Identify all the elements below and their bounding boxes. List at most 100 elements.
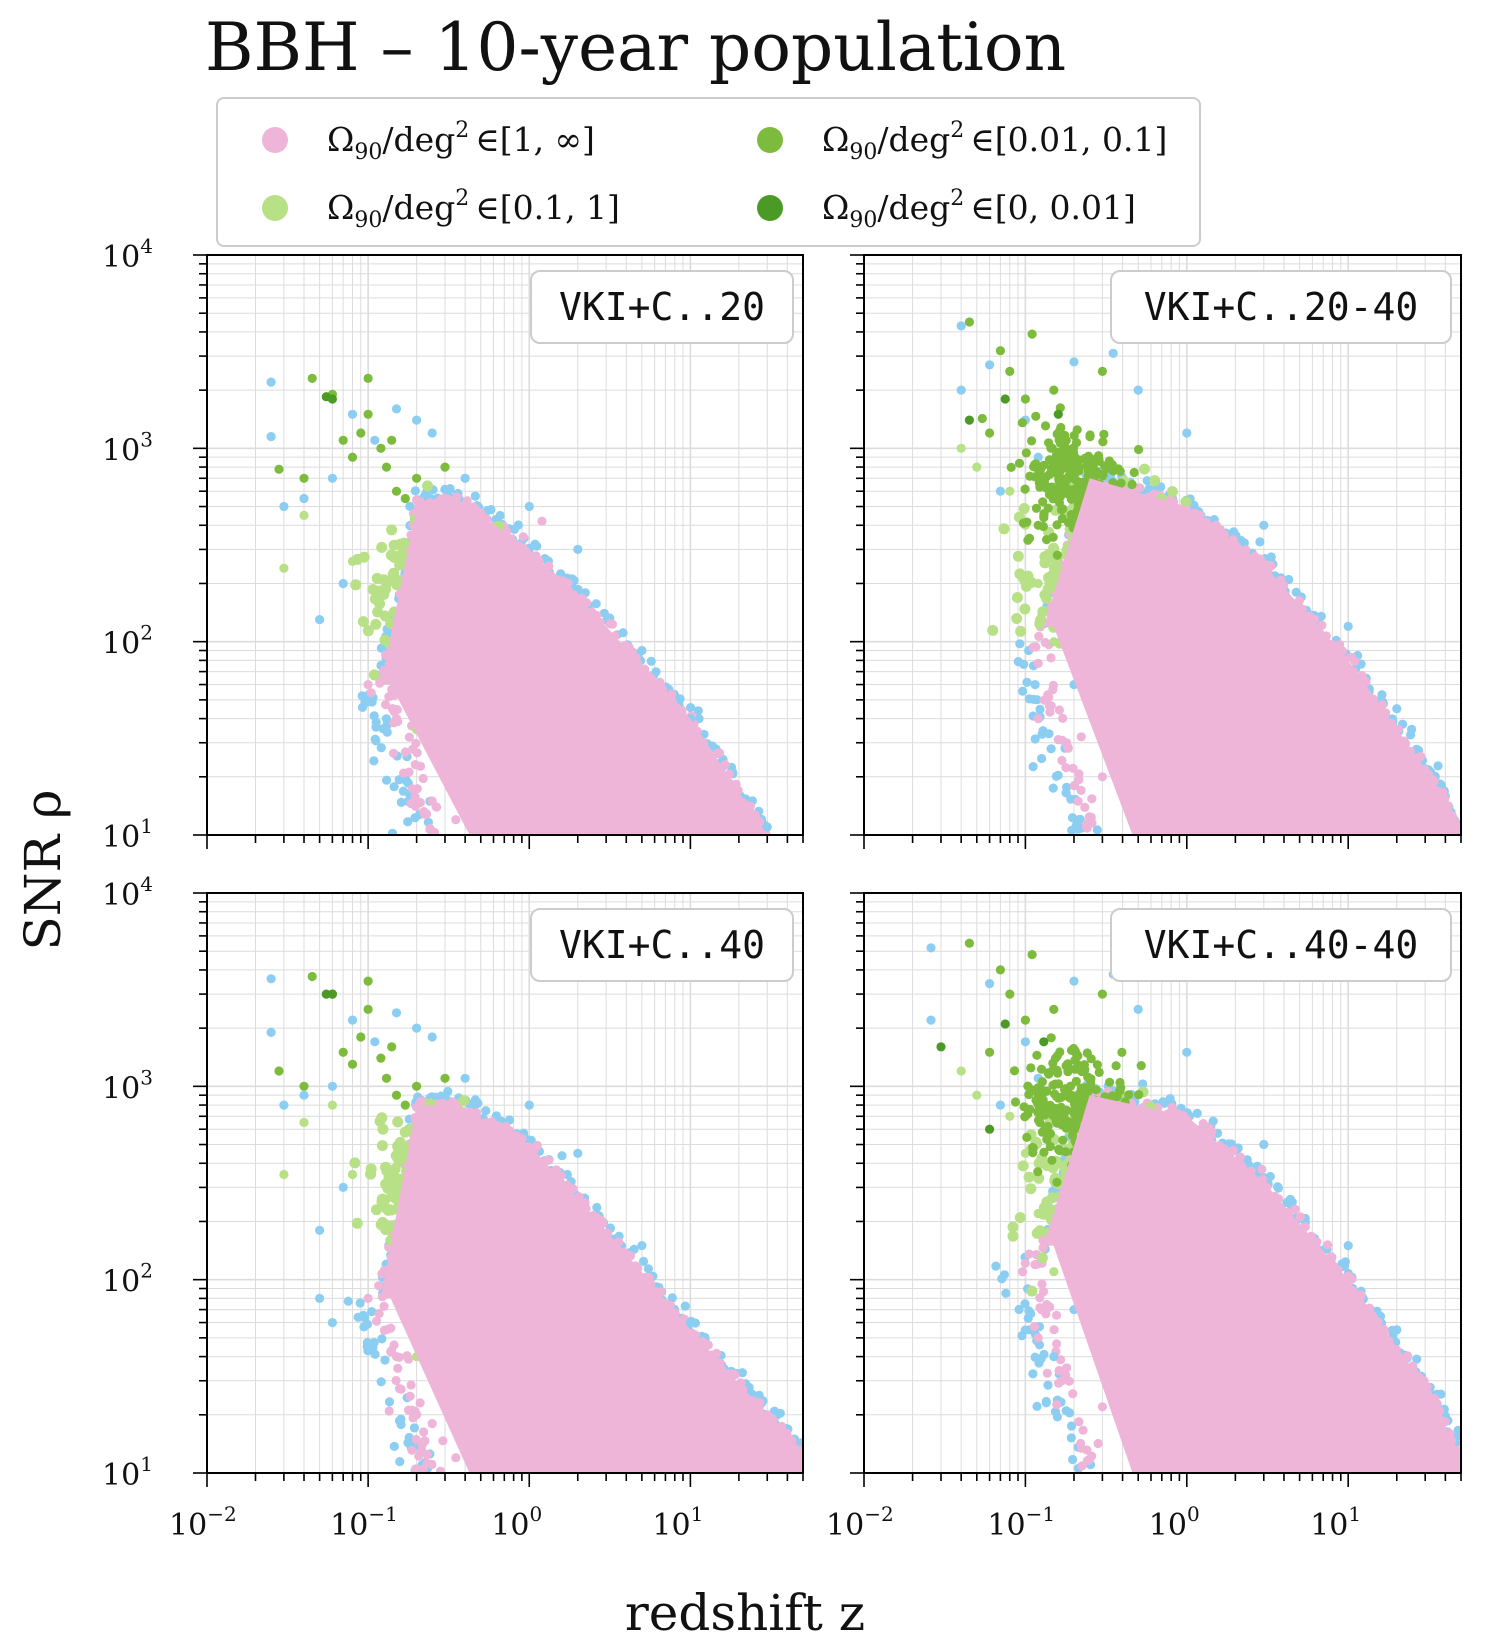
point-green-mid — [1009, 1066, 1020, 1076]
point-blue — [327, 1318, 337, 1328]
point-green-light — [376, 1112, 388, 1124]
panel-label: VKI+C..40 — [559, 923, 765, 967]
point-green-light — [1018, 503, 1030, 514]
point-pink — [1042, 1299, 1052, 1310]
point-blue — [1392, 1325, 1402, 1335]
point-pink — [1020, 1258, 1030, 1268]
x-tick-label: 100 — [1149, 1502, 1200, 1543]
point-blue — [737, 1368, 748, 1378]
point-green-light — [1020, 1148, 1030, 1158]
point-green-mid — [1020, 484, 1030, 494]
point-blue — [1138, 1079, 1148, 1089]
legend-marker — [262, 127, 288, 153]
point-pink — [391, 1352, 402, 1362]
point-pink — [1033, 714, 1043, 724]
point-green-mid — [1048, 1104, 1058, 1114]
x-axis-label: redshift z — [625, 1584, 865, 1642]
point-green-mid — [1084, 467, 1094, 477]
point-green-light — [987, 624, 999, 636]
point-green-mid — [1047, 1155, 1057, 1165]
point-green-mid — [376, 1053, 386, 1063]
point-pink — [384, 1406, 394, 1416]
point-blue — [327, 473, 337, 483]
point-blue — [1406, 730, 1416, 740]
point-green-mid — [1032, 1050, 1042, 1060]
point-blue — [370, 1037, 380, 1047]
point-blue — [1067, 813, 1078, 823]
point-pink — [366, 688, 376, 698]
panel-label: VKI+C..40-40 — [1144, 923, 1419, 967]
point-pink — [1290, 1204, 1300, 1214]
point-green-mid — [1045, 1141, 1055, 1152]
point-green-mid — [307, 971, 317, 982]
point-green-mid — [1134, 1090, 1144, 1100]
x-tick-label: 10−2 — [826, 1502, 894, 1543]
point-pink — [1054, 705, 1064, 715]
point-blue — [1039, 1349, 1049, 1359]
point-green-mid — [1107, 460, 1117, 470]
point-pink — [427, 796, 437, 806]
point-green-mid — [387, 435, 397, 445]
point-green-mid — [1070, 1122, 1081, 1132]
point-green-light — [279, 563, 289, 573]
point-green-mid — [1044, 438, 1054, 448]
point-blue — [995, 1100, 1006, 1110]
point-green-mid — [391, 486, 402, 496]
point-pink — [1052, 1400, 1062, 1410]
point-pink — [1045, 707, 1055, 717]
point-green-light — [393, 1155, 405, 1167]
point-green-mid — [1038, 497, 1048, 507]
point-blue — [1412, 1354, 1422, 1364]
point-green-mid — [1028, 1142, 1038, 1153]
point-blue — [1017, 1331, 1027, 1341]
point-pink — [711, 1348, 722, 1358]
point-blue — [1073, 824, 1083, 834]
point-pink — [374, 1309, 384, 1319]
point-pink — [1042, 1368, 1052, 1378]
point-pink — [1135, 483, 1145, 493]
x-tick-label: 10−2 — [169, 1502, 237, 1543]
y-tick-label: 102 — [102, 1259, 153, 1300]
point-blue — [991, 1261, 1001, 1271]
point-blue — [524, 501, 534, 512]
point-green-mid — [356, 428, 366, 438]
point-green-mid — [1058, 1135, 1068, 1145]
point-green-mid — [1039, 1147, 1049, 1157]
point-pink — [1048, 680, 1058, 691]
point-green-dark — [327, 394, 337, 404]
point-green-mid — [299, 473, 309, 483]
point-blue — [686, 703, 696, 713]
point-green-mid — [1039, 511, 1049, 521]
point-blue — [557, 1151, 567, 1161]
point-green-mid — [412, 473, 422, 483]
legend-item: Ω90/deg2 ∈[0, 0.01] — [757, 186, 1136, 233]
point-green-mid — [1063, 474, 1073, 484]
point-pink — [400, 747, 410, 757]
point-pink — [394, 1384, 405, 1394]
point-blue — [1020, 1299, 1030, 1309]
point-pink — [1052, 1310, 1062, 1320]
y-tick-label: 104 — [102, 872, 153, 913]
point-green-mid — [1042, 471, 1052, 481]
point-green-mid — [1105, 1077, 1115, 1087]
legend-marker — [757, 195, 783, 221]
point-pink — [563, 578, 573, 588]
legend-item: Ω90/deg2 ∈[0.1, 1] — [262, 186, 620, 233]
point-blue — [389, 1441, 399, 1451]
point-blue — [1259, 520, 1269, 530]
point-blue — [1343, 621, 1353, 632]
point-pink — [1044, 692, 1054, 702]
point-green-light — [386, 524, 398, 536]
point-green-mid — [1098, 437, 1108, 447]
point-green-mid — [1069, 1099, 1080, 1109]
pink-population-region — [1043, 478, 1461, 835]
point-green-dark — [327, 989, 337, 999]
point-blue — [1035, 704, 1045, 715]
point-blue — [299, 493, 309, 504]
ticks — [193, 892, 804, 1487]
point-blue — [495, 510, 505, 521]
point-green-mid — [1022, 1132, 1032, 1142]
point-pink — [363, 1293, 373, 1303]
point-blue — [409, 1423, 419, 1433]
